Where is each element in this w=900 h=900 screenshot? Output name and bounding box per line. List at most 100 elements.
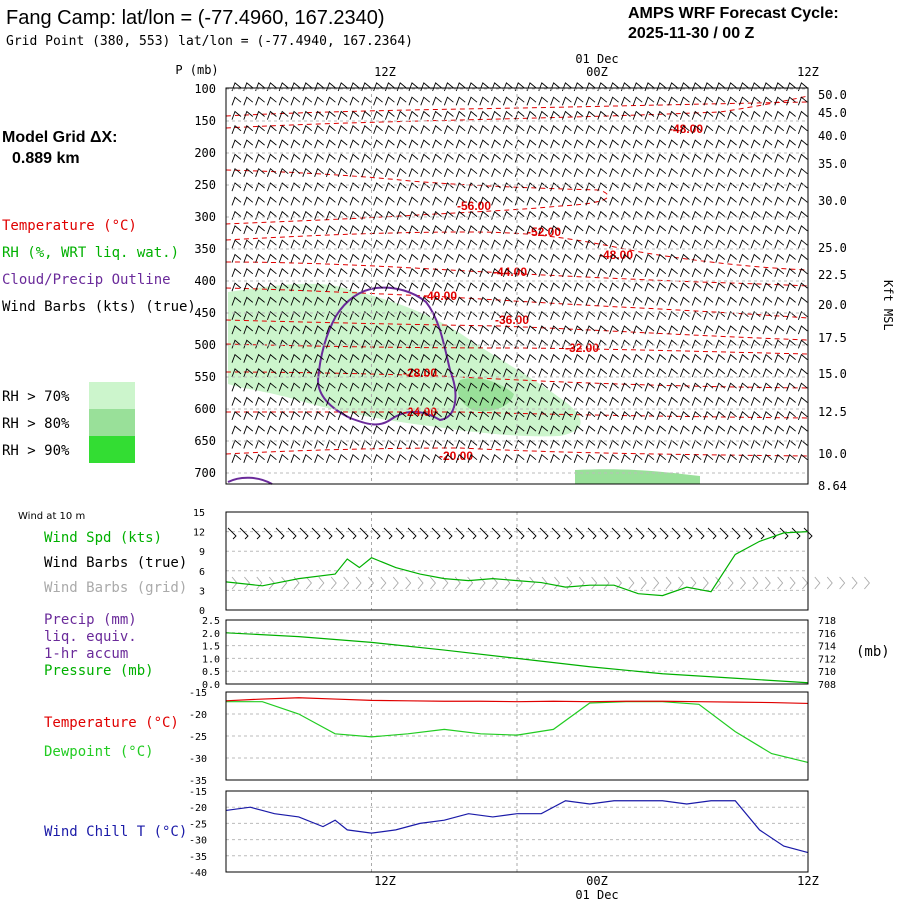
xs-barb-6-0 — [231, 167, 242, 177]
xs-barb-16-22 — [491, 310, 501, 320]
xs-barb-8-34 — [632, 196, 643, 206]
xs-barb-1-16 — [420, 96, 431, 106]
xs-barb-22-48 — [797, 396, 808, 406]
xs-barb-9-8 — [325, 210, 336, 220]
xs-barb-0-38 — [679, 82, 690, 92]
xs-barb-16-32 — [609, 310, 619, 320]
xs-barb-9-12 — [373, 210, 383, 220]
xs-barb-11-39 — [691, 239, 702, 249]
xs-barb-2-0 — [231, 110, 242, 120]
xs-barb-13-41 — [715, 268, 726, 278]
xs-barb-2-16 — [420, 110, 431, 120]
p2-ytick-4: 3 — [199, 586, 205, 597]
xs-barb-9-29 — [573, 210, 584, 220]
xs-barb-12-44 — [750, 253, 761, 263]
xs-barb-9-10 — [349, 210, 360, 220]
p2-barb-31 — [599, 527, 609, 540]
p2-barb-5 — [287, 527, 297, 540]
windchill-line — [225, 800, 809, 854]
xs-barb-10-15 — [408, 225, 419, 235]
p4-ytick-0: -15 — [189, 688, 207, 699]
xs-barb-10-29 — [573, 225, 584, 235]
xs-barb-19-29 — [573, 353, 584, 363]
p2-gridbarb-15 — [417, 576, 424, 590]
xs-barb-13-15 — [408, 268, 419, 278]
xs-barb-23-8 — [325, 411, 336, 421]
xs-barb-1-23 — [502, 96, 513, 106]
xs-barb-23-23 — [502, 411, 513, 421]
xs-barb-24-9 — [337, 425, 348, 435]
xs-barb-19-28 — [561, 353, 572, 363]
xs-barb-18-3 — [266, 339, 277, 349]
xs-barb-8-8 — [325, 196, 336, 206]
xs-barb-22-0 — [231, 396, 242, 406]
xs-barb-17-27 — [550, 325, 560, 335]
xs-barb-21-29 — [573, 382, 584, 392]
xs-barb-6-37 — [668, 167, 678, 177]
xs-barb-11-5 — [290, 239, 301, 249]
xs-barb-3-36 — [656, 125, 667, 135]
xs-barb-22-19 — [455, 396, 466, 406]
xs-barb-12-13 — [384, 253, 395, 263]
xs-barb-20-17 — [432, 368, 442, 378]
xs-barb-19-17 — [432, 353, 442, 363]
pressure-tick-450: 450 — [194, 306, 216, 320]
xs-barb-21-30 — [585, 382, 596, 392]
xs-barb-6-21 — [479, 167, 490, 177]
xs-barb-13-22 — [491, 268, 501, 278]
xs-barb-3-13 — [384, 125, 395, 135]
xs-barb-26-32 — [609, 453, 619, 463]
p2-barb-21 — [479, 527, 489, 540]
xs-barb-18-19 — [455, 339, 466, 349]
xs-barb-21-21 — [479, 382, 490, 392]
xs-barb-11-36 — [656, 239, 667, 249]
xs-barb-6-25 — [526, 167, 537, 177]
xs-barb-12-2 — [255, 253, 265, 263]
xs-barb-18-29 — [573, 339, 584, 349]
xs-barb-6-32 — [609, 167, 619, 177]
xs-barb-12-36 — [656, 253, 667, 263]
xs-barb-5-3 — [266, 153, 277, 163]
xs-barb-3-38 — [679, 125, 690, 135]
xs-barb-16-26 — [538, 310, 549, 320]
xs-barb-22-33 — [620, 396, 631, 406]
xs-barb-12-46 — [774, 253, 785, 263]
xs-barb-18-17 — [432, 339, 442, 349]
xs-barb-21-33 — [620, 382, 631, 392]
xs-barb-26-14 — [396, 453, 407, 463]
xs-barb-24-46 — [774, 425, 785, 435]
xs-barb-25-32 — [609, 439, 619, 449]
xs-barb-15-48 — [797, 296, 808, 306]
xs-barb-21-17 — [432, 382, 442, 392]
xs-barb-25-14 — [396, 439, 407, 449]
contour-label-0: -48.00 — [669, 122, 703, 136]
xs-barb-3-3 — [266, 125, 277, 135]
xs-barb-10-1 — [243, 225, 254, 235]
xs-barb-17-2 — [255, 325, 265, 335]
xs-barb-2-43 — [738, 110, 749, 120]
xs-barb-13-42 — [727, 268, 737, 278]
xs-barb-14-8 — [325, 282, 336, 292]
xs-barb-16-34 — [632, 310, 643, 320]
xs-barb-19-25 — [526, 353, 537, 363]
xs-barb-20-32 — [609, 368, 619, 378]
rh80-region-lower — [575, 469, 700, 484]
xs-barb-16-11 — [361, 310, 372, 320]
pressure-tick-550: 550 — [194, 370, 216, 384]
xs-barb-23-41 — [715, 411, 726, 421]
xs-barb-16-19 — [455, 310, 466, 320]
xs-barb-25-39 — [691, 439, 702, 449]
xs-barb-25-43 — [738, 439, 749, 449]
xs-barb-25-6 — [302, 439, 313, 449]
xs-barb-7-3 — [266, 182, 277, 192]
xs-barb-19-41 — [715, 353, 726, 363]
xs-barb-10-35 — [644, 225, 655, 235]
xs-barb-20-44 — [750, 368, 761, 378]
xtick-top-12z-b: 12Z — [797, 65, 819, 79]
xs-barb-16-18 — [443, 310, 454, 320]
xs-barb-16-38 — [679, 310, 690, 320]
xs-barb-15-23 — [502, 296, 513, 306]
xs-barb-4-5 — [290, 139, 301, 149]
xs-barb-5-48 — [797, 153, 808, 163]
